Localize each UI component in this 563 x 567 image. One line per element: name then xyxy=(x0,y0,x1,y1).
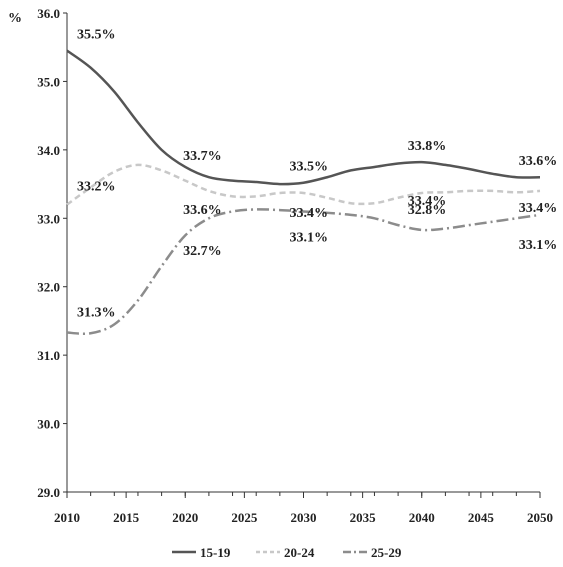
series-line-25-29 xyxy=(66,208,541,335)
y-tick-label: 31.0 xyxy=(37,348,60,363)
data-label: 33.4% xyxy=(408,194,447,209)
x-tick-label: 2035 xyxy=(350,510,377,525)
legend-label: 20-24 xyxy=(284,545,315,560)
series-line-15-19 xyxy=(66,49,541,186)
x-tick-label: 2020 xyxy=(172,510,198,525)
data-label: 31.3% xyxy=(77,306,116,321)
y-unit-label: % xyxy=(8,11,22,26)
data-label: 33.1% xyxy=(290,230,329,245)
data-label: 33.1% xyxy=(519,238,558,253)
y-tick-label: 33.0 xyxy=(37,211,60,226)
x-tick-label: 2040 xyxy=(409,510,435,525)
data-label: 33.6% xyxy=(519,154,558,169)
data-label: 33.6% xyxy=(183,203,222,218)
y-tick-label: 32.0 xyxy=(37,280,60,295)
y-tick-label: 35.0 xyxy=(37,74,60,89)
y-axis-ticks: 36.0 35.0 34.0 33.0 32.0 31.0 30.0 29.0 xyxy=(37,6,67,500)
data-label: 32.8% xyxy=(408,203,447,218)
legend-label: 15-19 xyxy=(200,545,231,560)
x-tick-label: 2050 xyxy=(527,510,553,525)
x-tick-label: 2015 xyxy=(113,510,140,525)
x-tick-label: 2025 xyxy=(231,510,258,525)
y-tick-label: 36.0 xyxy=(37,6,60,21)
data-label: 35.5% xyxy=(77,28,116,43)
y-tick-label: 30.0 xyxy=(37,417,60,432)
data-label: 33.4% xyxy=(290,206,329,221)
axes xyxy=(66,13,540,493)
legend-label: 25-29 xyxy=(371,545,402,560)
data-label: 33.8% xyxy=(408,139,447,154)
data-label: 33.4% xyxy=(519,201,558,216)
legend: 15-19 20-24 25-29 xyxy=(172,545,402,560)
data-label: 33.5% xyxy=(290,160,329,175)
y-tick-label: 34.0 xyxy=(37,143,60,158)
x-tick-label: 2030 xyxy=(291,510,317,525)
series-line-20-24 xyxy=(66,163,541,206)
x-axis-ticks: 2010 2015 2020 2025 2030 2035 2040 2045 2050 xyxy=(54,492,553,525)
data-labels: 35.5% 33.7% 33.5% 33.8% 33.6% 33.2% 33.6% 33.4%… xyxy=(77,28,557,321)
x-tick-label: 2010 xyxy=(54,510,80,525)
data-label: 33.2% xyxy=(77,180,116,195)
data-label: 33.7% xyxy=(183,149,222,164)
data-label: 32.7% xyxy=(183,244,222,259)
y-tick-label: 29.0 xyxy=(37,485,60,500)
series-lines xyxy=(66,49,541,335)
x-tick-label: 2045 xyxy=(468,510,495,525)
